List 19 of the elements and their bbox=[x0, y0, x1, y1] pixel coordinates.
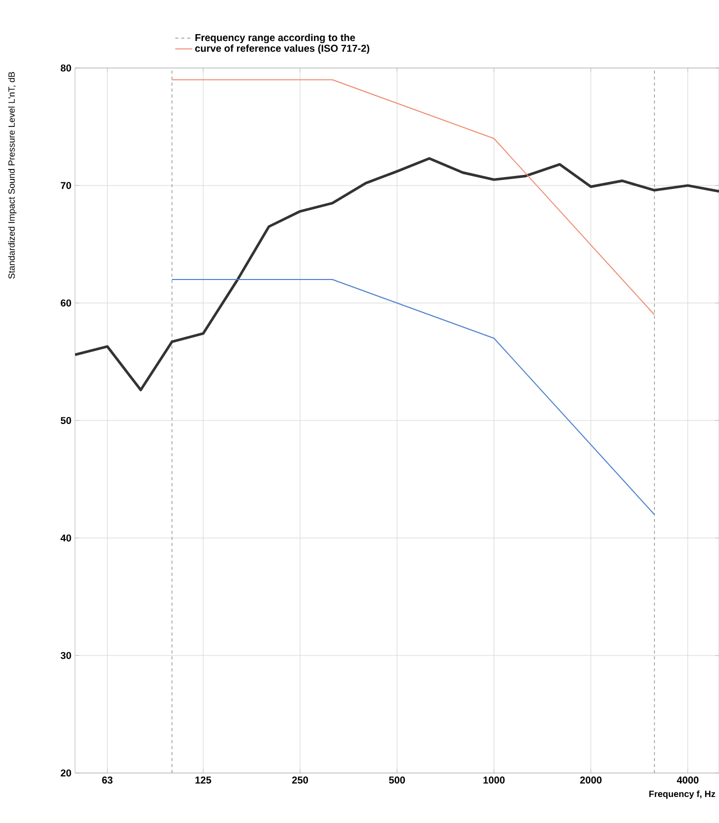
x-tick-label: 250 bbox=[292, 776, 308, 784]
y-tick-label: 80 bbox=[60, 64, 72, 72]
y-tick-label: 30 bbox=[60, 652, 72, 660]
legend-label: Frequency range according to the bbox=[195, 34, 355, 44]
x-axis-title: Frequency f, Hz bbox=[649, 790, 716, 799]
x-tick-label: 500 bbox=[389, 776, 405, 784]
y-tick-label: 50 bbox=[60, 416, 72, 424]
y-tick-label: 70 bbox=[60, 182, 72, 190]
x-tick-label: 63 bbox=[102, 776, 113, 784]
x-tick-label: 1000 bbox=[483, 776, 505, 784]
y-tick-label: 40 bbox=[60, 534, 72, 542]
line-series bbox=[75, 157, 719, 392]
y-axis-title: Standardized Impact Sound Pressure Level L'nT, dB bbox=[8, 72, 16, 279]
y-tick-label: 20 bbox=[60, 769, 72, 777]
x-tick-label: 4000 bbox=[676, 776, 698, 784]
x-tick-label: 2000 bbox=[580, 776, 602, 784]
x-tick-label: 125 bbox=[195, 776, 212, 784]
legend-label: curve of reference values (ISO 717-2) bbox=[195, 44, 370, 54]
y-tick-label: 60 bbox=[60, 299, 72, 307]
